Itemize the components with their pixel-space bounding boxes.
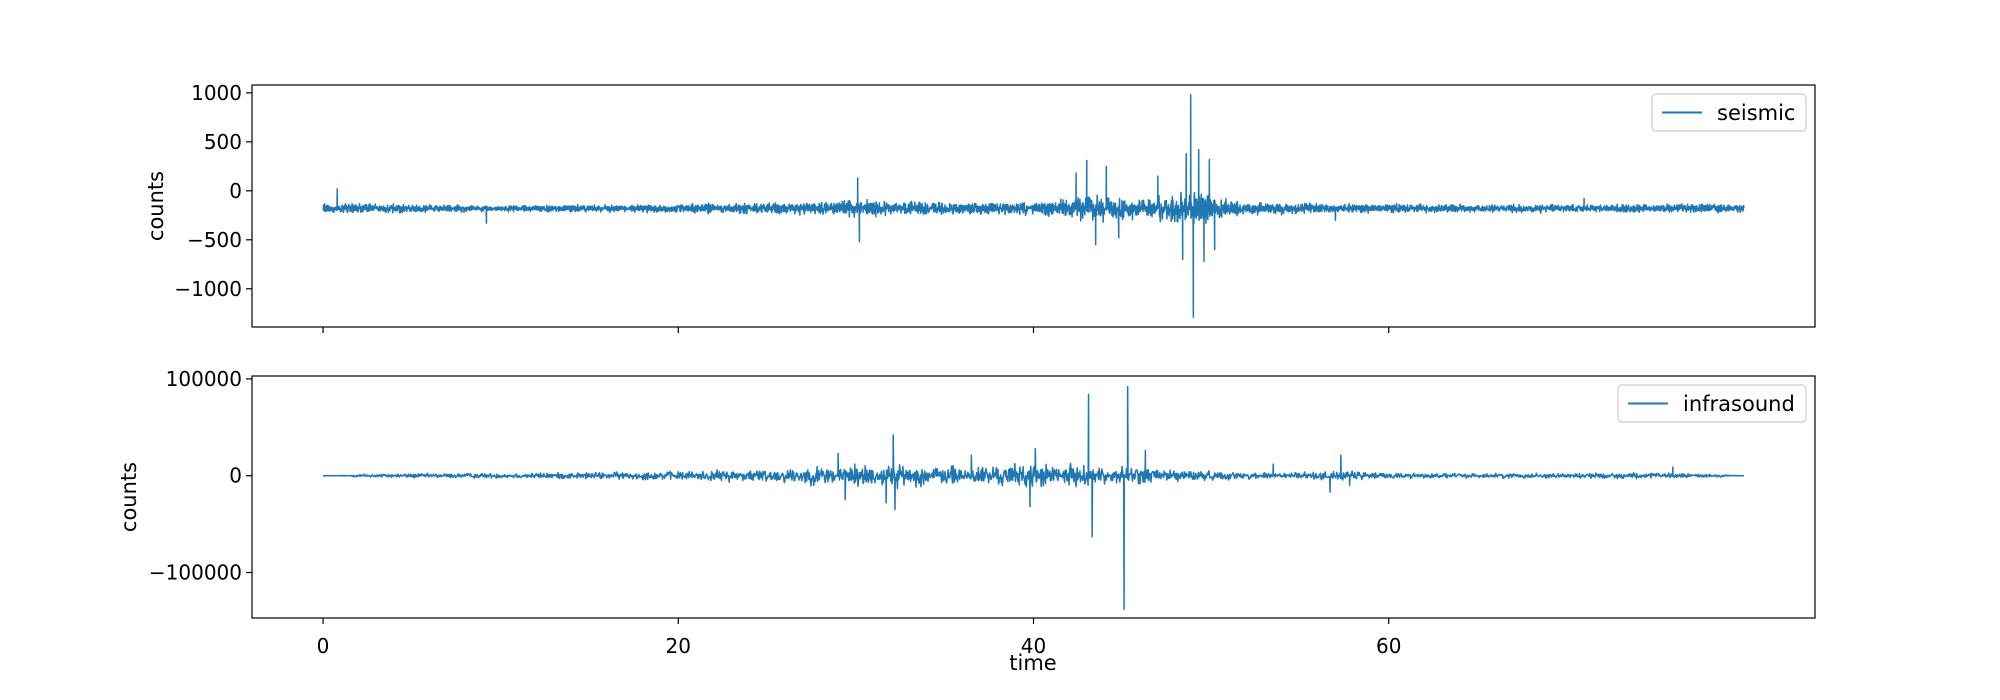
seismic-series-line <box>322 94 1745 318</box>
seismic-panel: 1000 500 0 −500 −1000 counts seismic <box>144 81 1816 333</box>
x-axis-label: time <box>1009 651 1056 675</box>
seismic-y-tick-label: −500 <box>187 228 242 252</box>
seismic-y-ticks: 1000 500 0 −500 −1000 <box>174 81 252 301</box>
infrasound-y-tick-label: −100000 <box>149 561 242 585</box>
seismic-y-tick-label: 0 <box>229 179 242 203</box>
infrasound-legend-box <box>1617 384 1807 423</box>
x-tick-label: 40 <box>1021 634 1046 658</box>
seismic-y-tick-label: 1000 <box>191 81 242 105</box>
seismic-y-axis-label: counts <box>144 171 168 241</box>
infrasound-series-line <box>322 385 1745 611</box>
seismic-legend-label: seismic <box>1717 101 1795 125</box>
seismic-legend: seismic <box>1651 93 1807 132</box>
seismic-x-ticks <box>322 327 1390 333</box>
x-tick-label: 60 <box>1376 634 1401 658</box>
seismic-y-tick-label: 500 <box>204 130 242 154</box>
infrasound-axes-frame <box>251 375 1816 619</box>
infrasound-y-tick-label: 100000 <box>166 367 242 391</box>
infrasound-y-axis-label: counts <box>117 462 141 532</box>
infrasound-y-tick-label: 0 <box>229 464 242 488</box>
seismic-axes-frame <box>251 84 1816 328</box>
infrasound-panel: 100000 0 −100000 0 20 40 60 counts time infra… <box>117 367 1816 675</box>
x-tick-label: 0 <box>317 634 330 658</box>
infrasound-legend: infrasound <box>1617 384 1807 423</box>
infrasound-x-ticks: 0 20 40 60 <box>317 618 1401 658</box>
infrasound-legend-label: infrasound <box>1683 392 1795 416</box>
x-tick-label: 20 <box>666 634 691 658</box>
seismic-y-tick-label: −1000 <box>174 277 242 301</box>
seismic-legend-box <box>1651 93 1807 132</box>
infrasound-y-ticks: 100000 0 −100000 <box>149 367 252 585</box>
